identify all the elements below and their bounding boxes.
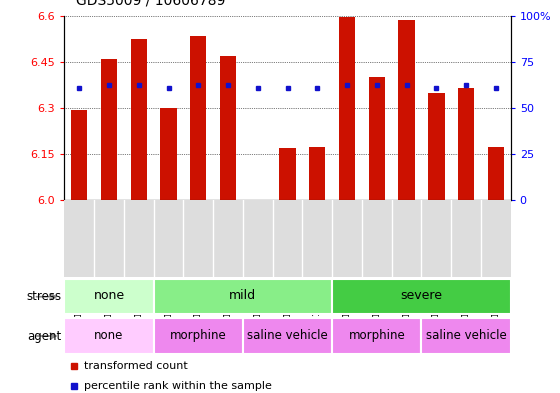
- Text: agent: agent: [27, 329, 62, 343]
- Bar: [64, 279, 153, 314]
- Bar: [190, 36, 207, 200]
- Bar: [64, 318, 153, 354]
- Bar: [422, 318, 511, 354]
- Text: saline vehicle: saline vehicle: [426, 329, 506, 342]
- Text: severe: severe: [400, 289, 442, 303]
- Bar: [458, 88, 474, 200]
- Text: none: none: [94, 329, 124, 342]
- Bar: [428, 93, 445, 200]
- Bar: [398, 20, 415, 200]
- Text: GDS5009 / 10606789: GDS5009 / 10606789: [76, 0, 225, 8]
- Text: morphine: morphine: [170, 329, 227, 342]
- Bar: [332, 279, 511, 314]
- Text: transformed count: transformed count: [84, 361, 188, 371]
- Bar: [153, 279, 332, 314]
- Bar: [101, 59, 117, 200]
- Bar: [71, 110, 87, 200]
- Text: morphine: morphine: [348, 329, 405, 342]
- Bar: [309, 147, 325, 200]
- Bar: [153, 318, 243, 354]
- Bar: [368, 77, 385, 200]
- Bar: [339, 17, 355, 200]
- Bar: [243, 318, 332, 354]
- Text: none: none: [94, 289, 124, 303]
- Bar: [332, 318, 422, 354]
- Bar: [279, 148, 296, 200]
- Text: saline vehicle: saline vehicle: [247, 329, 328, 342]
- Text: mild: mild: [230, 289, 256, 303]
- Bar: [220, 56, 236, 200]
- Text: percentile rank within the sample: percentile rank within the sample: [84, 381, 272, 391]
- Bar: [160, 108, 177, 200]
- Bar: [488, 147, 504, 200]
- Text: stress: stress: [26, 290, 62, 303]
- Bar: [130, 39, 147, 200]
